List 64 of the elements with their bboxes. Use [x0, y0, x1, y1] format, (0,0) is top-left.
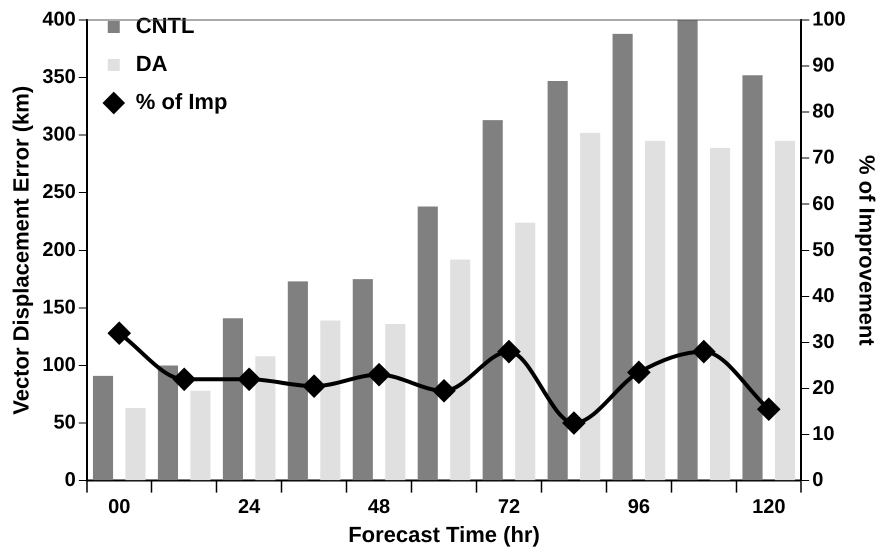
y2-axis-title: % of Improvement [854, 154, 880, 346]
y2-tick-label: 0 [812, 469, 824, 492]
bar [158, 365, 178, 480]
point [498, 340, 520, 363]
y2-tick-label: 30 [812, 330, 834, 353]
bar [612, 34, 633, 480]
y2-tick-label: 80 [812, 100, 834, 123]
y2-tick-label: 60 [812, 192, 834, 215]
y2-tick-label: 70 [812, 146, 834, 169]
x-tick-label: 96 [628, 496, 650, 518]
y-tick-label: 250 [42, 181, 76, 204]
y2-tick-label: 20 [812, 376, 834, 399]
x-tick-label: 48 [368, 496, 390, 518]
bar [125, 408, 146, 480]
bar [222, 318, 243, 480]
y-tick-label: 100 [42, 354, 76, 376]
y-tick-label: 400 [42, 8, 76, 31]
bar [352, 279, 373, 480]
point [758, 398, 780, 420]
bar [255, 356, 276, 480]
legend-label: % of Imp [136, 89, 228, 114]
x-axis-title: Forecast Time (hr) [348, 522, 540, 547]
bar [678, 20, 698, 480]
y2-tick-label: 50 [812, 238, 834, 261]
bar [548, 81, 568, 480]
legend-label: DA [136, 51, 168, 76]
bar [190, 390, 210, 480]
y-tick-label: 200 [42, 238, 76, 261]
y2-tick-label: 90 [812, 54, 834, 77]
y-axis-title: Vector Displacement Error (km) [8, 86, 34, 415]
bar [580, 132, 600, 480]
y2-tick-label: 10 [812, 423, 834, 446]
y-tick-label: 50 [54, 412, 76, 434]
bar [320, 320, 340, 480]
bar [450, 260, 470, 480]
bar [418, 206, 438, 480]
point [628, 361, 650, 384]
y2-tick-label: 100 [812, 8, 846, 31]
point [562, 412, 585, 434]
point [433, 380, 455, 402]
y-tick-label: 150 [42, 296, 76, 318]
x-tick-label: 24 [238, 496, 262, 518]
y2-tick-label: 40 [812, 284, 834, 307]
bar [515, 222, 536, 480]
x-tick-label: 72 [498, 496, 520, 518]
x-tick-label: 120 [752, 496, 786, 518]
point [303, 375, 326, 398]
point [108, 322, 130, 344]
y-tick-label: 350 [42, 66, 76, 88]
bar [774, 140, 796, 480]
point [368, 364, 390, 386]
point [173, 368, 196, 390]
bar [92, 376, 114, 480]
bar [742, 75, 763, 480]
point [238, 368, 260, 390]
point [692, 340, 715, 363]
y-tick-label: 300 [42, 124, 76, 146]
bar [385, 324, 406, 480]
y-tick-label: 0 [64, 469, 76, 492]
x-tick-label: 00 [108, 496, 130, 518]
bar [288, 281, 308, 480]
bar [710, 148, 730, 480]
bar [482, 120, 503, 480]
bar [645, 140, 666, 480]
